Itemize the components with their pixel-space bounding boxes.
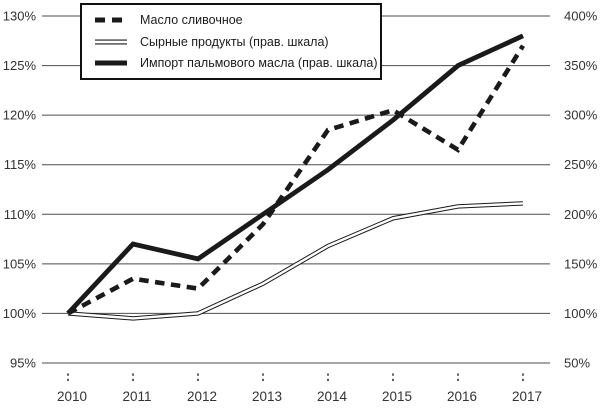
- legend-item-palm-oil: Импорт пальмового масла (прав. шкала): [82, 56, 380, 70]
- y-axis-left-tick-label: 110%: [4, 207, 37, 222]
- x-axis-year-label: 2015: [382, 389, 412, 404]
- x-axis-tick: [262, 378, 264, 381]
- x-axis-year-label: 2011: [122, 389, 151, 404]
- x-axis-tick: [327, 378, 329, 381]
- series-line-cheese: [67, 201, 524, 321]
- legend-thick-dashed-line-icon: [95, 17, 127, 23]
- y-axis-right-tick-label: 150%: [564, 256, 598, 271]
- legend-label-palm-oil: Импорт пальмового масла (прав. шкала): [140, 56, 378, 71]
- x-axis-tick: [327, 373, 329, 376]
- x-axis-tick: [522, 373, 524, 376]
- x-axis-year-label: 2013: [252, 389, 282, 404]
- x-axis-tick: [457, 373, 459, 376]
- x-axis-tick: [67, 373, 69, 376]
- y-axis-right-tick-label: 200%: [564, 207, 598, 222]
- y-axis-left-tick-label: 105%: [3, 256, 37, 271]
- x-axis-year-label: 2016: [447, 389, 477, 404]
- chart-legend: Масло сливочное Сырные продукты (прав. ш…: [80, 3, 382, 80]
- y-axis-left-tick-label: 95%: [10, 356, 36, 371]
- legend-label-cheese: Сырные продукты (прав. шкала): [140, 34, 329, 49]
- x-axis-year-label: 2017: [512, 389, 542, 404]
- x-axis-tick: [197, 378, 199, 381]
- series-line-cheese-inner-gap: [67, 202, 524, 320]
- y-axis-right-tick-label: 350%: [564, 58, 598, 73]
- legend-thick-solid-line-icon: [95, 60, 127, 66]
- x-axis-tick: [457, 378, 459, 381]
- y-axis-right-tick-label: 300%: [564, 108, 598, 123]
- y-axis-right-tick-label: 50%: [564, 356, 590, 371]
- y-axis-right-tick-label: 400%: [564, 9, 598, 24]
- x-axis-tick: [392, 378, 394, 381]
- x-axis-tick: [392, 373, 394, 376]
- legend-item-butter: Масло сливочное: [82, 13, 380, 27]
- series-line-butter: [66, 44, 525, 316]
- legend-item-cheese: Сырные продукты (прав. шкала): [82, 35, 380, 49]
- x-axis-tick: [197, 373, 199, 376]
- x-axis-tick: [522, 378, 524, 381]
- y-axis-left-tick-label: 130%: [3, 9, 37, 24]
- series-line-palm-oil: [66, 33, 525, 316]
- x-axis-tick: [67, 378, 69, 381]
- x-axis-year-label: 2010: [57, 389, 87, 404]
- y-axis-left-tick-label: 100%: [3, 306, 37, 321]
- y-axis-left-tick-label: 125%: [3, 58, 37, 73]
- y-axis-left-tick-label: 115%: [4, 157, 37, 172]
- x-axis-tick: [262, 373, 264, 376]
- x-axis-tick: [132, 373, 134, 376]
- x-axis-tick: [132, 378, 134, 381]
- x-axis-year-label: 2012: [187, 389, 217, 404]
- y-axis-right-tick-label: 250%: [564, 157, 598, 172]
- y-axis-right-tick-label: 100%: [564, 306, 598, 321]
- y-axis-left-tick-label: 120%: [3, 108, 37, 123]
- x-axis-year-label: 2014: [317, 389, 348, 404]
- legend-double-thin-line-icon: [95, 39, 127, 44]
- legend-label-butter: Масло сливочное: [140, 12, 243, 27]
